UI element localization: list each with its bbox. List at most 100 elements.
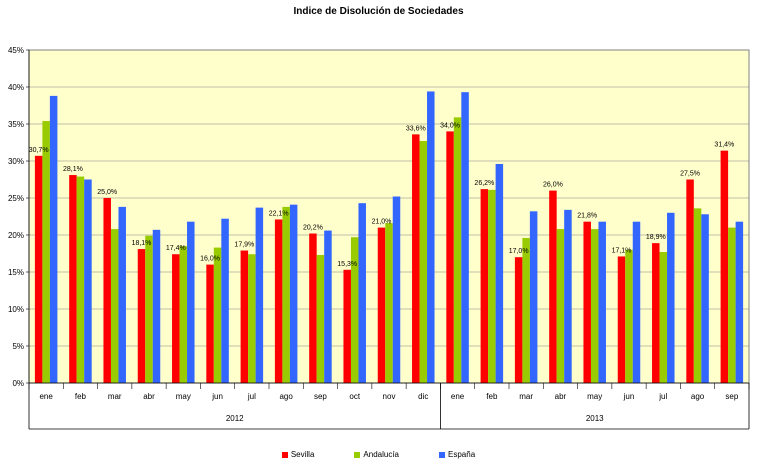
- bar-andaluca-9: [350, 237, 359, 383]
- y-tick-label: 0%: [12, 379, 24, 388]
- chart-title: Indice de Disolución de Sociedades: [293, 6, 464, 17]
- bar-espaa-14: [529, 211, 538, 383]
- bar-espaa-3: [152, 229, 161, 383]
- bar-andaluca-16: [590, 229, 599, 383]
- bar-sevilla-11: [412, 134, 420, 383]
- x-tick-label: nov: [383, 392, 396, 401]
- data-label: 16,0%: [200, 256, 220, 263]
- data-label: 31,4%: [714, 142, 734, 149]
- bar-sevilla-17: [617, 256, 626, 383]
- bar-espaa-18: [667, 212, 675, 383]
- bar-espaa-4: [187, 221, 195, 383]
- data-label: 17,4%: [166, 245, 186, 252]
- x-tick-label: jul: [658, 392, 667, 401]
- bar-espaa-11: [427, 91, 435, 383]
- bar-espaa-13: [495, 163, 504, 383]
- x-tick-label: ago: [279, 392, 293, 401]
- bar-andaluca-19: [693, 208, 702, 383]
- y-tick-label: 10%: [8, 305, 24, 314]
- x-axis: ene feb mar abr may jun jul ago sep oct nov dic ene f…: [28, 382, 750, 430]
- x-tick-label: abr: [143, 392, 155, 401]
- bar-sevilla-15: [549, 190, 557, 383]
- y-tick-label: 35%: [8, 120, 24, 129]
- bar-andaluca-0: [42, 121, 50, 383]
- bar-andaluca-8: [316, 254, 325, 383]
- bar-sevilla-9: [343, 269, 351, 383]
- bar-andaluca-3: [145, 235, 153, 383]
- data-labels: 30,7% 28,1% 25,0% 18,1% 17,4% 16,0% 17,9% 22,1%…: [29, 122, 735, 267]
- bar-andaluca-1: [76, 176, 85, 383]
- bar-espaa-16: [598, 221, 606, 383]
- data-label: 27,5%: [680, 171, 700, 178]
- data-label: 18,9%: [646, 234, 666, 241]
- bar-andaluca-18: [659, 252, 668, 383]
- bar-espaa-2: [118, 206, 126, 383]
- bar-espaa-12: [461, 92, 469, 384]
- y-tick-label: 40%: [8, 83, 24, 92]
- bar-andaluca-5: [213, 247, 222, 383]
- year-label: 2013: [586, 414, 604, 423]
- bar-sevilla-16: [583, 221, 591, 383]
- legend-item-andalucia: Andalucía: [354, 450, 399, 459]
- bar-andaluca-17: [625, 249, 633, 383]
- bar-andaluca-15: [556, 229, 565, 383]
- x-tick-label: ago: [691, 392, 705, 401]
- y-tick-label: 20%: [8, 231, 24, 240]
- bar-andaluca-12: [453, 117, 462, 383]
- data-label: 30,7%: [29, 147, 49, 154]
- data-label: 28,1%: [63, 166, 83, 173]
- bar-sevilla-8: [309, 233, 317, 383]
- x-tick-label: jul: [247, 392, 256, 401]
- bar-andaluca-2: [110, 229, 119, 383]
- bar-espaa-1: [84, 179, 92, 383]
- data-label: 34,0%: [440, 122, 460, 129]
- data-label: 17,9%: [234, 242, 254, 249]
- bar-sevilla-1: [69, 175, 77, 383]
- legend: Sevilla Andalucía España: [0, 450, 757, 459]
- data-label: 22,1%: [269, 210, 289, 217]
- data-label: 26,0%: [543, 182, 563, 189]
- data-label: 21,8%: [577, 213, 597, 220]
- bar-espaa-17: [632, 221, 641, 383]
- data-label: 17,1%: [612, 247, 632, 254]
- bar-andaluca-4: [179, 246, 188, 383]
- bar-espaa-19: [701, 214, 709, 383]
- bar-sevilla-6: [240, 250, 249, 383]
- x-tick-label: feb: [486, 392, 498, 401]
- legend-label-andalucia: Andalucía: [363, 450, 400, 459]
- legend-item-sevilla: Sevilla: [281, 450, 315, 459]
- data-label: 20,2%: [303, 225, 323, 232]
- data-label: 18,1%: [132, 240, 152, 247]
- data-label: 15,3%: [337, 261, 357, 268]
- legend-label-sevilla: Sevilla: [290, 450, 315, 459]
- bar-espaa-20: [735, 221, 744, 383]
- bar-andaluca-14: [522, 237, 530, 383]
- x-tick-label: jun: [211, 392, 223, 401]
- bars: [34, 91, 744, 384]
- x-tick-label: mar: [519, 392, 533, 401]
- legend-swatch-andalucia: [354, 451, 361, 458]
- bar-espaa-6: [255, 207, 264, 383]
- year-label: 2012: [226, 414, 244, 423]
- bar-sevilla-7: [274, 219, 283, 383]
- bar-andaluca-10: [385, 223, 393, 383]
- legend-label-espana: España: [448, 450, 476, 459]
- bar-sevilla-3: [137, 249, 146, 383]
- x-tick-label: may: [176, 392, 191, 401]
- bar-espaa-5: [221, 218, 229, 383]
- y-tick-label: 30%: [8, 157, 24, 166]
- x-tick-label: oct: [349, 392, 360, 401]
- x-tick-label: jun: [623, 392, 635, 401]
- bar-sevilla-0: [34, 155, 43, 383]
- bar-sevilla-18: [652, 243, 660, 383]
- x-tick-label: dic: [418, 392, 428, 401]
- bar-sevilla-10: [377, 227, 386, 383]
- data-label: 26,2%: [474, 180, 494, 187]
- bar-espaa-15: [564, 209, 572, 383]
- bar-espaa-7: [289, 204, 298, 383]
- y-tick-label: 25%: [8, 194, 24, 203]
- y-tick-label: 5%: [12, 342, 24, 351]
- x-tick-label: ene: [451, 392, 465, 401]
- bar-sevilla-12: [446, 131, 454, 383]
- bar-sevilla-13: [480, 189, 489, 383]
